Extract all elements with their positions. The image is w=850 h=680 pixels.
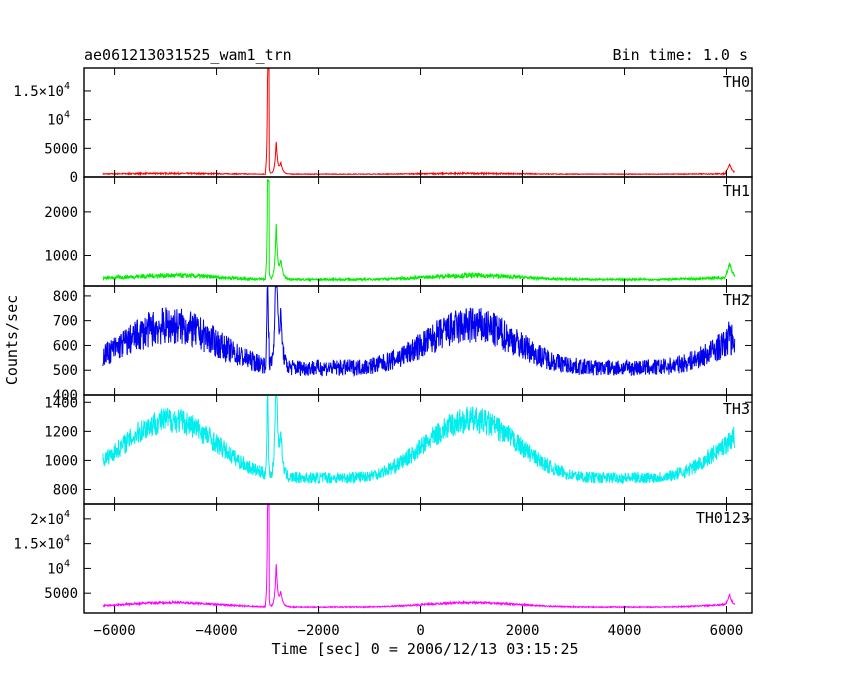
- y-tick-label: 2×104: [30, 509, 70, 528]
- series-th2-line: [102, 286, 736, 378]
- panel-frame: [83, 176, 753, 287]
- y-tick-label: 1000: [44, 453, 78, 469]
- y-tick-label: 600: [53, 338, 78, 354]
- series-label: TH3: [723, 400, 750, 418]
- x-tick-label: 2000: [506, 623, 540, 639]
- y-tick-label: 104: [47, 558, 70, 577]
- series-th1-line: [102, 179, 736, 283]
- panel-frame: [83, 67, 753, 178]
- y-tick-label: 1.5×104: [13, 534, 70, 553]
- y-tick-label: 2000: [44, 205, 78, 221]
- series-th3-line: [102, 395, 736, 485]
- y-tick-label: 1.5×104: [13, 81, 70, 100]
- series-th0123-line: [102, 504, 736, 609]
- chart-title-right: Bin time: 1.0 s: [613, 46, 748, 64]
- panel-th0123: 5000 104 1.5×104 2×104 TH0123: [13, 503, 753, 614]
- y-axis-label: Counts/sec: [3, 295, 21, 385]
- y-tick-label: 5000: [44, 141, 78, 157]
- y-tick-label: 104: [47, 110, 70, 129]
- series-th0-line: [102, 68, 736, 177]
- x-axis-label: Time [sec] 0 = 2006/12/13 03:15:25: [271, 640, 578, 658]
- y-tick-label: 800: [53, 289, 78, 305]
- y-tick-label: 800: [53, 482, 78, 498]
- y-tick-label: 700: [53, 314, 78, 330]
- chart-title-left: ae061213031525_wam1_trn: [84, 46, 292, 64]
- series-label: TH0123: [696, 509, 750, 527]
- panels: 0 5000 104 1.5×104 TH0 1000 2000 TH1 400 500 600 70…: [13, 67, 753, 614]
- y-tick-label: 1200: [44, 424, 78, 440]
- x-tick-label: −6000: [94, 623, 136, 639]
- x-tick-label: −4000: [196, 623, 238, 639]
- panel-frame: [83, 503, 753, 614]
- panel-th3: 800 1000 1200 1400 TH3: [44, 394, 753, 505]
- y-tick-label: 500: [53, 363, 78, 379]
- series-label: TH2: [723, 291, 750, 309]
- y-tick-label: 400: [53, 388, 78, 404]
- panel-th2: 400 500 600 700 800 TH2: [53, 285, 753, 404]
- y-tick-label: 1400: [44, 395, 78, 411]
- x-tick-label: 0: [416, 623, 424, 639]
- panel-th0: 0 5000 104 1.5×104 TH0: [13, 67, 753, 186]
- series-label: TH0: [723, 73, 750, 91]
- x-axis: −6000 −4000 −2000 0 2000 4000 6000: [94, 623, 744, 639]
- series-label: TH1: [723, 182, 750, 200]
- y-tick-label: 1000: [44, 248, 78, 264]
- y-tick-label: 5000: [44, 586, 78, 602]
- panel-th1: 1000 2000 TH1: [44, 176, 753, 287]
- x-tick-label: −2000: [297, 623, 339, 639]
- y-tick-label: 0: [70, 170, 78, 186]
- x-tick-label: 4000: [608, 623, 642, 639]
- x-tick-label: 6000: [710, 623, 744, 639]
